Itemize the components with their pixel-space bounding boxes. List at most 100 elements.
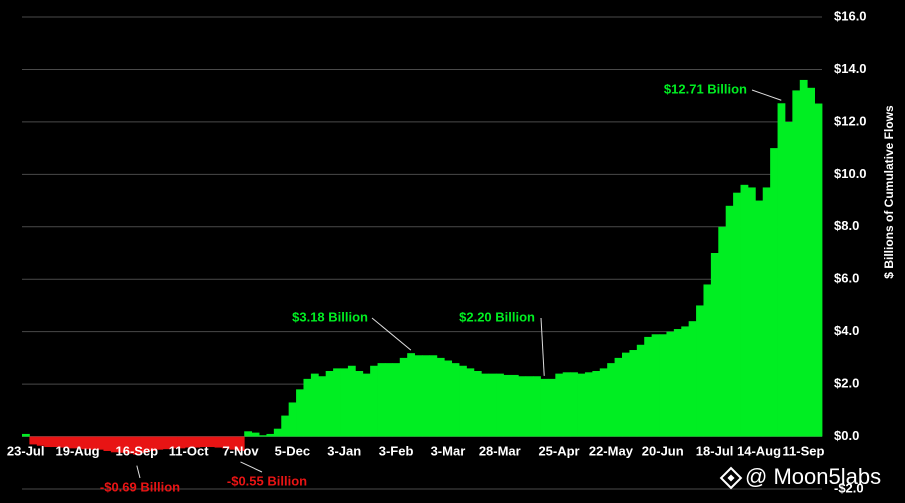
bar <box>429 355 438 437</box>
x-tick-label: 11-Sep <box>783 443 825 458</box>
annotation: -$0.69 Billion <box>100 479 180 494</box>
bar <box>333 368 341 437</box>
bar <box>710 253 719 437</box>
bar <box>792 90 801 437</box>
bar <box>214 436 223 448</box>
bar <box>740 184 749 437</box>
bar <box>607 363 615 437</box>
bar <box>518 376 527 437</box>
bar <box>436 357 445 437</box>
bar <box>481 373 490 437</box>
bar <box>281 415 290 437</box>
bar <box>592 371 601 437</box>
y-tick-label: $4.0 <box>834 323 859 338</box>
bar <box>199 436 208 448</box>
y-axis-label: $ Billions of Cumulative Flows <box>882 105 896 279</box>
bar <box>696 305 704 437</box>
x-tick-label: 5-Dec <box>275 443 310 458</box>
annotation-leader <box>240 461 263 473</box>
bar <box>288 402 297 437</box>
annotation: -$0.55 Billion <box>227 473 307 488</box>
bar <box>547 378 556 437</box>
bar <box>377 363 386 437</box>
bar <box>718 226 727 437</box>
bar <box>59 436 67 448</box>
x-tick-label: 18-Jul <box>696 443 734 458</box>
y-tick-label: $2.0 <box>834 376 859 391</box>
x-tick-label: 11-Oct <box>169 443 209 458</box>
bar <box>784 121 793 437</box>
bar <box>81 436 90 450</box>
bar <box>325 371 334 437</box>
bar <box>533 376 541 437</box>
bar <box>22 433 30 437</box>
bar <box>318 376 327 437</box>
y-tick-label: -$2.0 <box>834 480 864 495</box>
bar <box>125 436 134 454</box>
bar <box>155 436 164 450</box>
x-tick-label: 3-Feb <box>379 443 414 458</box>
bar <box>118 436 127 453</box>
bar <box>140 436 149 453</box>
bar <box>177 436 186 449</box>
bar <box>584 372 593 437</box>
bar <box>681 326 690 437</box>
x-tick-label: 3-Mar <box>431 443 466 458</box>
bar <box>251 432 260 437</box>
bar <box>459 365 467 437</box>
bar <box>540 378 549 437</box>
x-tick-label: 3-Jan <box>327 443 361 458</box>
bar <box>96 436 104 450</box>
bar <box>577 373 586 437</box>
bar <box>659 334 667 437</box>
annotation-leader <box>751 89 782 101</box>
bar <box>444 360 453 437</box>
y-tick-label: $14.0 <box>834 61 867 76</box>
bar <box>770 148 778 437</box>
x-tick-label: 22-May <box>589 443 634 458</box>
x-tick-label: 16-Sep <box>115 443 158 458</box>
bar <box>762 187 771 437</box>
bar <box>296 389 304 437</box>
bar <box>688 321 697 437</box>
bar <box>29 436 38 445</box>
bar <box>807 87 815 437</box>
bar <box>525 376 534 437</box>
bar <box>636 344 645 437</box>
y-tick-label: $8.0 <box>834 218 859 233</box>
bar <box>362 373 371 437</box>
bar <box>510 374 519 437</box>
x-tick-label: 14-Aug <box>737 443 781 458</box>
bar <box>562 372 571 437</box>
bar <box>103 436 112 451</box>
annotation-leader <box>540 317 545 376</box>
bar <box>222 436 230 449</box>
bar <box>651 334 660 437</box>
bar <box>66 436 75 449</box>
bar <box>496 373 504 437</box>
bar <box>184 436 193 448</box>
bar <box>422 355 430 437</box>
bar <box>303 378 312 437</box>
annotation: $2.20 Billion <box>459 309 535 324</box>
bar <box>629 350 638 437</box>
bar <box>451 363 460 437</box>
annotation-leader <box>371 317 412 351</box>
bar <box>777 103 786 437</box>
bar <box>733 192 741 437</box>
bar <box>799 79 808 437</box>
bar <box>555 373 564 437</box>
bar <box>570 372 578 437</box>
watermark: @ Moon5labs <box>745 464 881 489</box>
bar <box>162 436 171 450</box>
bar <box>170 436 178 449</box>
bar <box>340 368 349 437</box>
bar <box>399 357 408 437</box>
x-tick-label: 20-Jun <box>642 443 684 458</box>
bar <box>666 331 675 437</box>
bar <box>644 336 653 437</box>
labels: -$2.0 $0.0 $2.0 $4.0 $6.0 $8.0 $10.0 $12.0 $14.0… <box>7 8 867 495</box>
bar <box>207 436 215 448</box>
bar <box>273 428 282 437</box>
bar <box>88 436 97 450</box>
